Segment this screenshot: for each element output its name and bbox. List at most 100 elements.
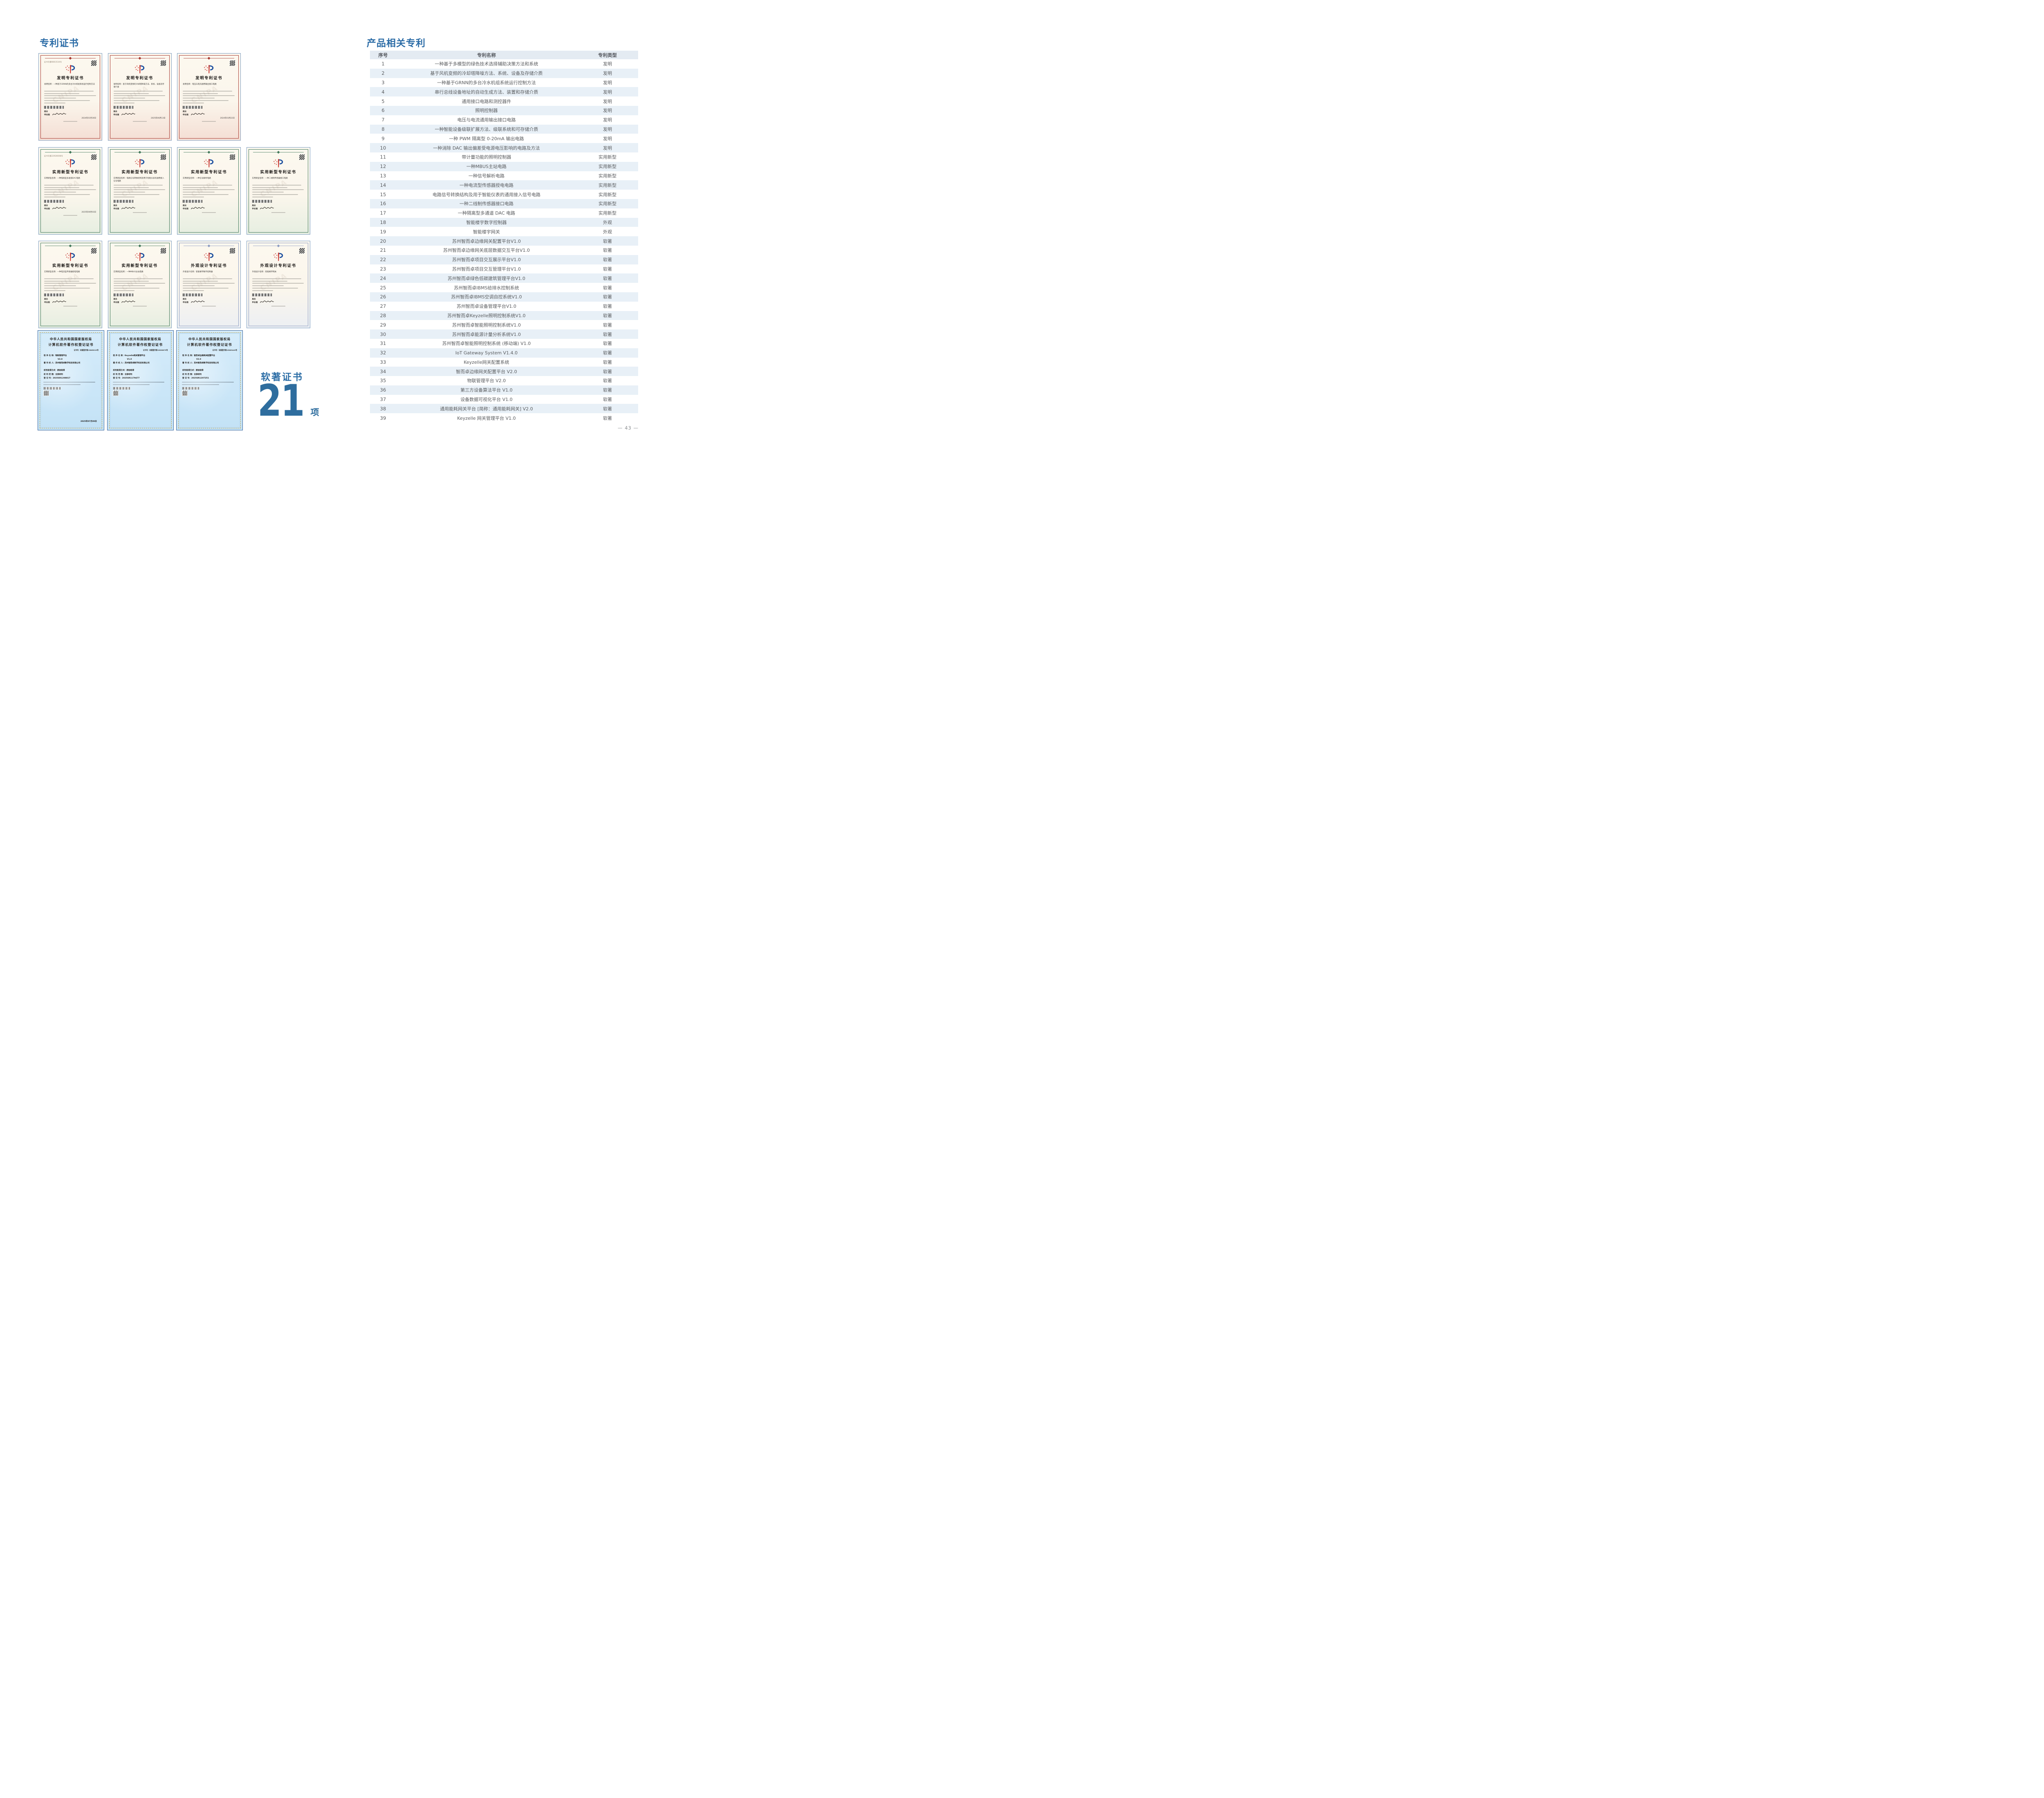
text-line <box>113 93 149 94</box>
text-line <box>113 290 135 291</box>
svg-text:★: ★ <box>137 161 139 163</box>
text-line <box>113 90 163 92</box>
patent-type: 外观 <box>603 219 612 225</box>
patent-type: 实用新型 <box>598 210 616 216</box>
table-row: 2 基于风机变频的冷却塔降噪方法、系统、设备及存储介质 发明 <box>370 68 638 78</box>
patent-name: 带计量功能的照明控制器 <box>462 154 511 160</box>
text-lines-placeholder <box>41 278 100 291</box>
svg-text:★: ★ <box>68 161 69 163</box>
text-line <box>44 189 96 190</box>
cert-date: 2025年06月13日 <box>150 117 166 120</box>
certificate-frame: ★ ★ ★ ★ ★ 发明专利证书 发明名称：基于风机变频的冷却塔降噪方法、系统、设备及存储介… <box>110 55 170 139</box>
patent-name: 电路信号转换结构及用于智能仪表的通用接入信号电路 <box>433 192 540 197</box>
svg-text:★: ★ <box>65 254 67 256</box>
svg-text:★: ★ <box>67 257 69 259</box>
commissioner-name: 申长雨 <box>44 114 50 116</box>
patent-type: 软著 <box>603 397 612 403</box>
text-line <box>113 95 166 96</box>
svg-text:★: ★ <box>273 160 275 162</box>
certificate-thumbnail-utility: ★ ★ ★ ★ ★ 实用新型专利证书 实用新型名称：一种电流型传感器授电电路 局长 申长雨 <box>38 241 102 328</box>
patent-type: 发明 <box>603 126 612 132</box>
qr-code-icon <box>91 60 96 66</box>
table-row: 14 一种电流型传感器授电电路 实用新型 <box>370 180 638 190</box>
cert-title: 计算机软件著作权登记证书 <box>187 343 232 347</box>
certificate-frame: ★ ★ ★ ★ ★ 实用新型专利证书 实用新型名称：一种二线制传感器接口电路 局长 申长雨 <box>248 149 308 233</box>
cert-authority-title: 中华人民共和国国家版权局 <box>188 337 231 341</box>
patent-name: 第三方设备算法平台 V1.0 <box>460 387 513 393</box>
patent-name: 基于风机变频的冷却塔降噪方法、系统、设备及存储介质 <box>430 71 543 76</box>
cert-row-utility-1: 证书号第22926608号 ★ ★ ★ ★ ★ 实用新型专利证书 实用新型名称：一种隔离型多通… <box>38 147 310 235</box>
footer-line-placeholder <box>132 121 147 122</box>
text-lines-placeholder <box>110 278 169 291</box>
commissioner-name: 申长雨 <box>183 208 188 210</box>
commissioner-name: 申长雨 <box>183 114 188 116</box>
patent-name: 一种MBUS主站电路 <box>466 164 507 170</box>
svg-text:★: ★ <box>276 161 278 163</box>
commissioner-title: 局长 <box>252 204 256 207</box>
text-line <box>44 192 76 193</box>
row-index: 19 <box>380 228 386 235</box>
row-index: 17 <box>380 210 386 216</box>
table-row: 28 苏州智而卓Keyzelle照明控制系统V1.0 软著 <box>370 311 638 320</box>
patent-name: Keyzelle网关配置系统 <box>464 359 509 365</box>
certificate-thumbnail-design: ★ ★ ★ ★ ★ 外观设计专利证书 外观设计名称：智能楼宇网关 局长 申长雨 <box>246 241 310 328</box>
table-row: 25 苏州智而卓IBMS给排水控制系统 软著 <box>370 283 638 292</box>
table-row: 39 Keyzelle 网关管理平台 V1.0 软著 <box>370 413 638 423</box>
text-line <box>182 384 219 385</box>
scope-line: 权 利 范 围：全部权利 <box>44 373 63 376</box>
row-index: 23 <box>380 266 386 272</box>
signature-icon <box>52 298 67 304</box>
patent-name: 一种智能设备级联扩展方法、级联系统和可存储介质 <box>435 126 538 132</box>
certificate-frame: ★ ★ ★ ★ ★ 实用新型专利证书 实用新型名称：一种信号解析电路 局长 申长雨 <box>179 149 239 233</box>
text-line <box>183 90 232 92</box>
text-lines-placeholder <box>179 184 238 197</box>
table-row: 9 一种 PWM 隔离型 0-20mA 输出电路 发明 <box>370 134 638 143</box>
barcode <box>252 199 272 203</box>
text-line <box>183 187 218 188</box>
certificate-frame: ★ ★ ★ ★ ★ 外观设计专利证书 外观设计名称：智能楼宇数字控制器 局长 申长雨 <box>179 243 239 326</box>
svg-text:★: ★ <box>65 66 67 68</box>
certificate-thumbnail-design: ★ ★ ★ ★ ★ 外观设计专利证书 外观设计名称：智能楼宇数字控制器 局长 申长雨 <box>177 241 241 328</box>
row-index: 35 <box>380 378 386 384</box>
table-row: 30 苏州智而卓能源计量分析系统V1.0 软著 <box>370 329 638 339</box>
patent-type: 软著 <box>603 341 612 347</box>
table-row: 18 智能楼宇数字控制器 外观 <box>370 217 638 227</box>
commissioner-title: 局长 <box>183 204 187 207</box>
commissioner-name: 申长雨 <box>113 208 119 210</box>
patent-type: 软著 <box>603 350 612 356</box>
barcode <box>113 105 133 109</box>
patent-name-line: 外观设计名称：智能楼宇数字控制器 <box>183 271 213 273</box>
svg-text:★: ★ <box>206 257 208 259</box>
text-lines-placeholder <box>179 90 238 103</box>
svg-text:★: ★ <box>205 65 207 67</box>
scope-line: 权 利 范 围：全部权利 <box>113 373 132 376</box>
patent-table: 序号 专利名称 专利类型 1 一种基于多模型的绿色技术选择辅助决策方法和系统 发明 2… <box>370 51 638 423</box>
text-line <box>252 285 284 287</box>
cert-number: 证书号：软著登字第15865015号 <box>74 349 99 351</box>
text-line <box>252 287 298 289</box>
footer-line-placeholder <box>202 306 216 307</box>
text-line <box>183 285 215 287</box>
patent-type: 发明 <box>603 117 612 123</box>
commissioner-title: 局长 <box>252 298 256 300</box>
row-index: 18 <box>380 219 386 225</box>
cert-title: 发明专利证书 <box>56 76 84 81</box>
row-index: 14 <box>380 182 386 188</box>
text-line <box>44 95 96 96</box>
svg-text:★: ★ <box>137 257 138 259</box>
footer-line-placeholder <box>63 306 77 307</box>
text-line <box>44 98 76 99</box>
qr-code-icon <box>160 60 166 66</box>
row-index: 39 <box>380 415 386 421</box>
certificate-thumbnail-utility: ★ ★ ★ ★ ★ 实用新型专利证书 实用新型名称：电路信号转换结构及用于智能仪表的通用接入… <box>108 147 172 235</box>
row-index: 22 <box>380 257 386 263</box>
row-index: 32 <box>380 350 386 356</box>
text-line <box>183 93 218 94</box>
svg-text:★: ★ <box>273 254 275 256</box>
svg-text:★: ★ <box>205 159 207 161</box>
svg-text:★: ★ <box>67 65 68 67</box>
svg-text:★: ★ <box>204 254 205 256</box>
table-row: 15 电路信号转换结构及用于智能仪表的通用接入信号电路 实用新型 <box>370 190 638 199</box>
footer-line-placeholder <box>132 306 147 307</box>
patent-type: 软著 <box>603 322 612 328</box>
